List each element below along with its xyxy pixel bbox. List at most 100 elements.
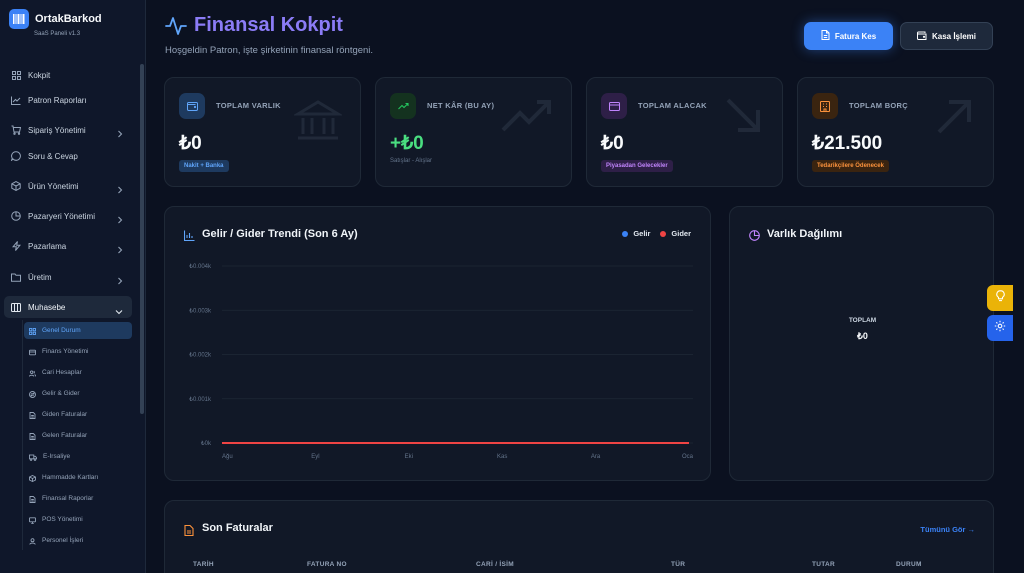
brand[interactable]: OrtakBarkod xyxy=(9,9,102,29)
card-icon xyxy=(29,343,36,361)
submenu-item-label: Personel İşleri xyxy=(42,537,84,544)
sidebar-item-pazarlama[interactable]: Pazarlama xyxy=(4,235,132,257)
truck-icon xyxy=(29,448,37,466)
x-tick-label: Eki xyxy=(405,454,413,460)
sidebar-item-patron-raporlari[interactable]: Patron Raporları xyxy=(4,89,132,111)
sidebar-item-label: Patron Raporları xyxy=(28,95,87,105)
submenu-item-finansal-raporlar[interactable]: Finansal Raporlar xyxy=(24,490,132,507)
tips-button[interactable] xyxy=(987,285,1013,311)
sidebar-item-label: Muhasebe xyxy=(28,302,66,312)
recent-invoices-title: Son Faturalar xyxy=(202,522,273,534)
column-header[interactable]: TARİH xyxy=(193,561,214,568)
stat-value: +₺0 xyxy=(390,133,424,154)
submenu-item-finans-yonetimi[interactable]: Finans Yönetimi xyxy=(24,343,132,360)
submenu-item-label: Finans Yönetimi xyxy=(42,348,89,355)
submenu-item-hammadde-kartlari[interactable]: Hammadde Kartları xyxy=(24,469,132,486)
sidebar-item-urun-yonetimi[interactable]: Ürün Yönetimi xyxy=(4,175,132,197)
distribution-total-label: TOPLAM xyxy=(848,317,877,324)
stat-pill: Nakit + Banka xyxy=(179,160,229,172)
sidebar-scrollbar[interactable] xyxy=(140,64,144,414)
submenu-item-e-irsaliye[interactable]: E-Irsaliye xyxy=(24,448,132,465)
wallet-icon xyxy=(179,93,205,119)
submenu-item-label: Giden Faturalar xyxy=(42,411,88,418)
barcode-icon xyxy=(9,9,29,29)
wallet-icon xyxy=(916,27,927,45)
submenu-item-gelen-faturalar[interactable]: Gelen Faturalar xyxy=(24,427,132,444)
kasa-islemi-button[interactable]: Kasa İşlemi xyxy=(900,22,993,50)
submenu-item-gelir-gider[interactable]: Gelir & Gider xyxy=(24,385,132,402)
x-tick-label: Ağu xyxy=(222,454,233,460)
sidebar-item-pazaryeri-yonetimi[interactable]: Pazaryeri Yönetimi xyxy=(4,205,132,227)
legend-dot xyxy=(660,230,667,237)
x-tick-label: Kas xyxy=(497,454,507,460)
chevron-right-icon xyxy=(117,272,123,290)
y-tick-label: ₺0.001k xyxy=(189,396,212,403)
asset-distribution-panel: Varlık Dağılımı TOPLAM ₺0 xyxy=(729,206,994,481)
legend-label: Gelir xyxy=(633,229,651,238)
submenu-item-label: Cari Hesaplar xyxy=(42,369,82,376)
legend-item-gider[interactable]: Gider xyxy=(660,229,691,238)
file-icon xyxy=(29,406,36,424)
submenu-item-giden-faturalar[interactable]: Giden Faturalar xyxy=(24,406,132,423)
chevron-right-icon xyxy=(117,125,123,143)
stat-value: ₺0 xyxy=(179,133,202,154)
stat-label: TOPLAM VARLIK xyxy=(216,101,281,110)
trending-up-icon xyxy=(390,93,416,119)
sidebar-item-soru-cevap[interactable]: Soru & Cevap xyxy=(4,145,132,167)
submenu-item-pos-yonetimi[interactable]: POS Yönetimi xyxy=(24,511,132,528)
column-header[interactable]: TUTAR xyxy=(812,561,836,568)
sidebar-item-kokpit[interactable]: Kokpit xyxy=(4,64,132,86)
submenu-item-label: Hammadde Kartları xyxy=(42,474,99,481)
sidebar-item-label: Ürün Yönetimi xyxy=(28,181,79,191)
chart-line-icon xyxy=(11,95,21,105)
distribution-title: Varlık Dağılımı xyxy=(767,228,843,240)
y-tick-label: ₺0.002k xyxy=(189,352,212,359)
exchange-icon xyxy=(29,385,36,403)
sidebar-item-label: Sipariş Yönetimi xyxy=(28,125,86,135)
page-title: Finansal Kokpit xyxy=(194,14,343,36)
bolt-icon xyxy=(11,241,21,251)
activity-icon xyxy=(165,16,187,41)
page-subtitle: Hoşgeldin Patron, işte şirketinin finans… xyxy=(165,45,374,56)
trend-chart: ₺0k ₺0.001k ₺0.002k ₺0.003k ₺0.004k Ağu Eyl Eki… xyxy=(189,263,693,460)
legend-dot xyxy=(622,230,629,237)
monitor-icon xyxy=(29,511,36,529)
column-header[interactable]: TÜR xyxy=(671,561,686,568)
submenu-item-genel-durum[interactable]: Genel Durum xyxy=(24,322,132,339)
lightbulb-icon xyxy=(995,289,1005,307)
submenu-item-label: E-Irsaliye xyxy=(43,453,71,460)
sidebar-item-muhasebe[interactable]: Muhasebe xyxy=(4,296,132,318)
file-icon xyxy=(29,427,36,445)
sidebar-item-label: Soru & Cevap xyxy=(28,151,78,161)
app-version: SaaS Paneli v1.3 xyxy=(34,31,81,37)
legend-item-gelir[interactable]: Gelir xyxy=(622,229,650,238)
submenu-item-personel-isleri[interactable]: Personel İşleri xyxy=(24,532,132,549)
distribution-total-value: ₺0 xyxy=(857,331,868,341)
columns-icon xyxy=(11,302,21,312)
column-header[interactable]: FATURA NO xyxy=(307,561,347,568)
column-header[interactable]: CARİ / İSİM xyxy=(476,561,514,568)
see-all-link[interactable]: Tümünü Gör → xyxy=(920,525,975,534)
stat-pill: Piyasadan Gelecekler xyxy=(601,160,673,172)
user-icon xyxy=(29,532,36,550)
column-header[interactable]: DURUM xyxy=(896,561,922,568)
sidebar-item-uretim[interactable]: Üretim xyxy=(4,266,132,288)
x-tick-label: Ara xyxy=(591,454,601,460)
pie-icon xyxy=(749,228,760,246)
fatura-kes-label: Fatura Kes xyxy=(834,31,877,41)
chevron-right-icon xyxy=(117,211,123,229)
sidebar-item-label: Üretim xyxy=(28,272,52,282)
pie-icon xyxy=(11,211,21,221)
settings-button[interactable] xyxy=(987,315,1013,341)
fatura-kes-button[interactable]: Fatura Kes xyxy=(804,22,893,50)
y-tick-label: ₺0.003k xyxy=(189,307,212,314)
bank-icon xyxy=(292,96,344,149)
sidebar-item-siparis-yonetimi[interactable]: Sipariş Yönetimi xyxy=(4,119,132,141)
chevron-right-icon xyxy=(117,181,123,199)
card-icon xyxy=(601,93,627,119)
submenu-item-label: Gelir & Gider xyxy=(42,390,80,397)
file-icon xyxy=(821,27,830,45)
submenu-item-cari-hesaplar[interactable]: Cari Hesaplar xyxy=(24,364,132,381)
submenu-item-label: Finansal Raporlar xyxy=(42,495,94,502)
sidebar-item-label: Pazaryeri Yönetimi xyxy=(28,211,95,221)
